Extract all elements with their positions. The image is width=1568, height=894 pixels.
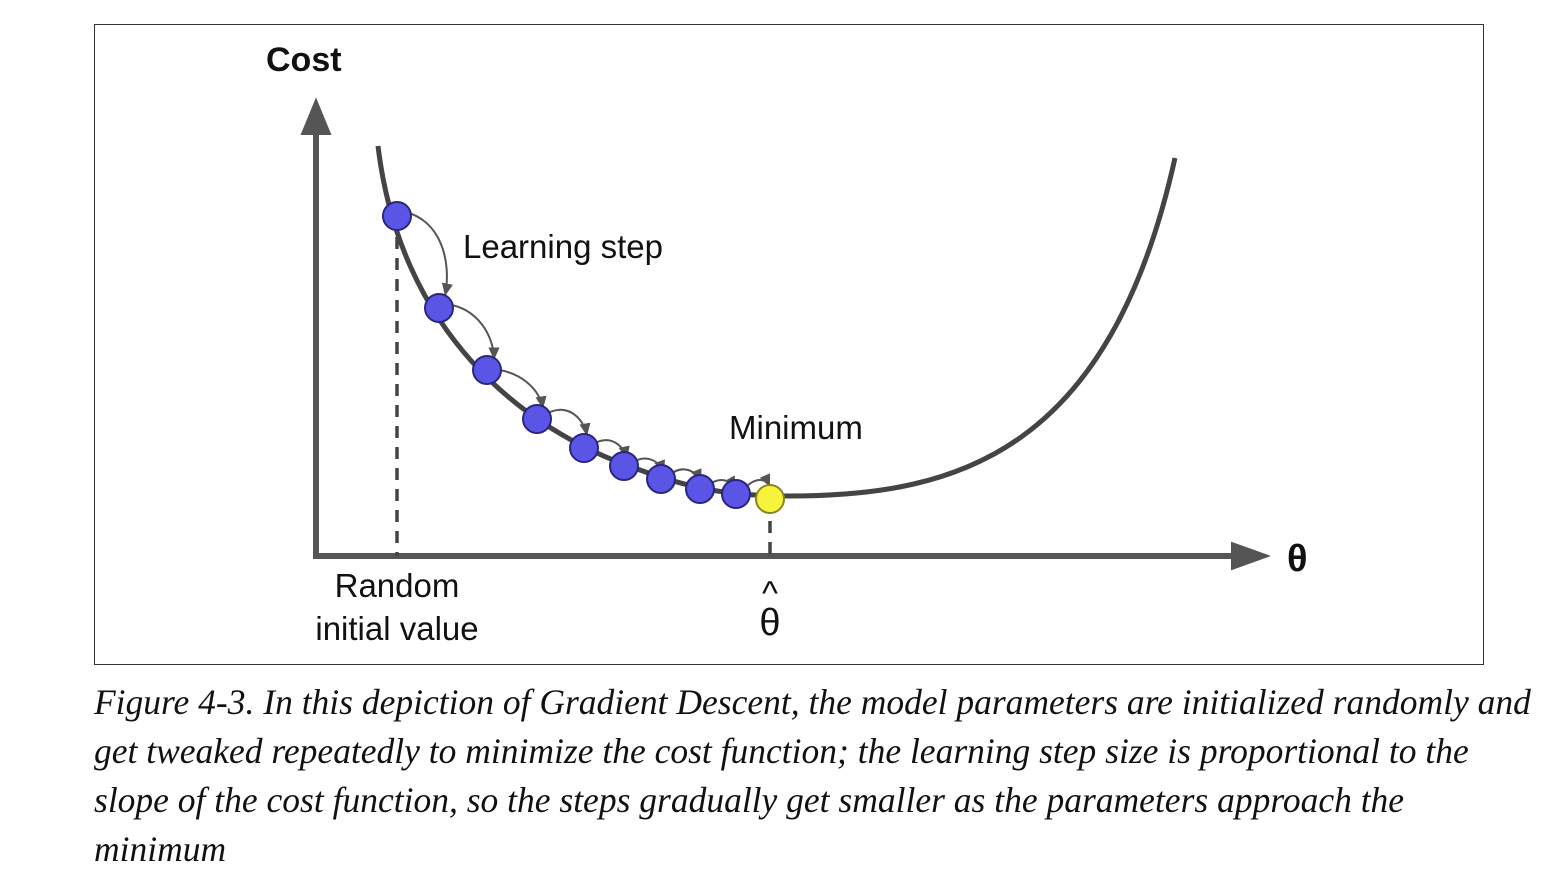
learning-step-label: Learning step <box>463 228 663 265</box>
theta-hat-accent: ^ <box>762 575 778 613</box>
minimum-point <box>755 484 785 514</box>
step-arrow <box>404 211 453 297</box>
step-point <box>424 293 454 323</box>
step-arrow <box>445 303 500 361</box>
step-point <box>472 355 502 385</box>
figure-caption: Figure 4-3. In this depiction of Gradien… <box>94 682 1531 869</box>
step-point <box>522 404 552 434</box>
x-axis-label: θ <box>1287 538 1308 580</box>
theta-hat-label: θ <box>759 602 780 644</box>
step-point <box>569 433 599 463</box>
step-point <box>609 451 639 481</box>
x-axis-arrowhead <box>1231 541 1271 571</box>
step-point <box>685 474 715 504</box>
step-point <box>646 464 676 494</box>
step-point <box>382 201 412 231</box>
random-initial-value-label-line1: Random <box>335 567 460 604</box>
y-axis-arrowhead <box>300 97 332 135</box>
step-point <box>721 479 751 509</box>
random-initial-value-label-line2: initial value <box>315 610 478 647</box>
minimum-label: Minimum <box>729 409 863 446</box>
y-axis-label: Cost <box>266 41 342 79</box>
step-points <box>382 201 751 509</box>
